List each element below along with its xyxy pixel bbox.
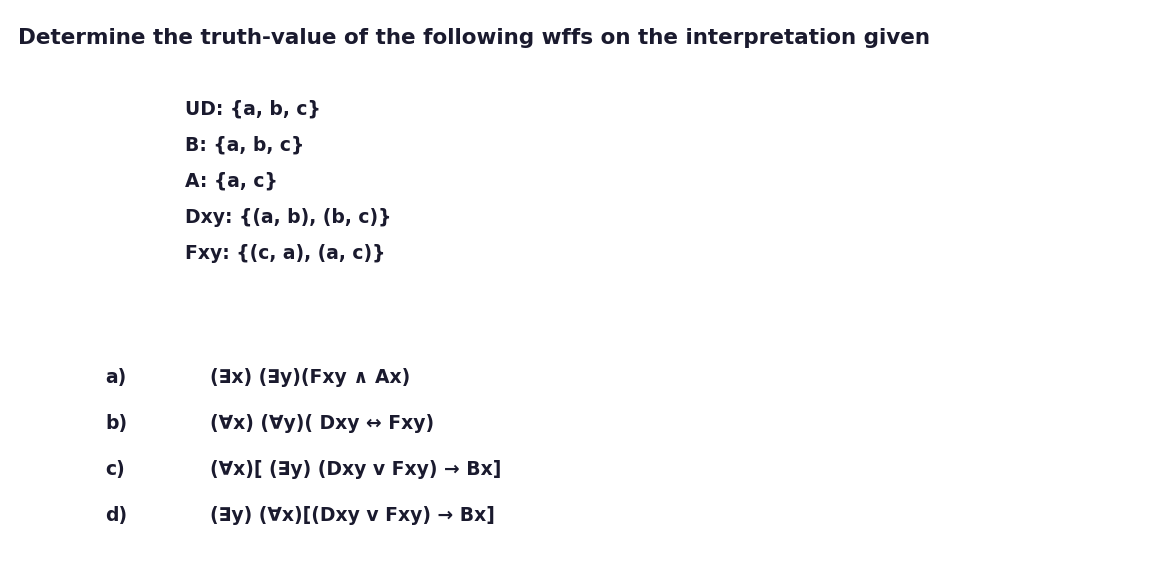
Text: UD: {a, b, c}: UD: {a, b, c} (185, 100, 321, 119)
Text: d): d) (105, 506, 127, 525)
Text: A: {a, c}: A: {a, c} (185, 172, 278, 191)
Text: Fxy: {(c, a), (a, c)}: Fxy: {(c, a), (a, c)} (185, 244, 386, 263)
Text: c): c) (105, 460, 124, 479)
Text: (∃y) (∀x)[(Dxy v Fxy) → Bx]: (∃y) (∀x)[(Dxy v Fxy) → Bx] (210, 506, 495, 525)
Text: (∃x) (∃y)(Fxy ∧ Ax): (∃x) (∃y)(Fxy ∧ Ax) (210, 368, 410, 387)
Text: Determine the truth-value of the following wffs on the interpretation given: Determine the truth-value of the followi… (18, 28, 931, 48)
Text: (∀x) (∀y)( Dxy ↔ Fxy): (∀x) (∀y)( Dxy ↔ Fxy) (210, 414, 434, 433)
Text: Dxy: {(a, b), (b, c)}: Dxy: {(a, b), (b, c)} (185, 208, 391, 227)
Text: (∀x)[ (∃y) (Dxy v Fxy) → Bx]: (∀x)[ (∃y) (Dxy v Fxy) → Bx] (210, 460, 502, 479)
Text: b): b) (105, 414, 127, 433)
Text: a): a) (105, 368, 127, 387)
Text: B: {a, b, c}: B: {a, b, c} (185, 136, 305, 155)
